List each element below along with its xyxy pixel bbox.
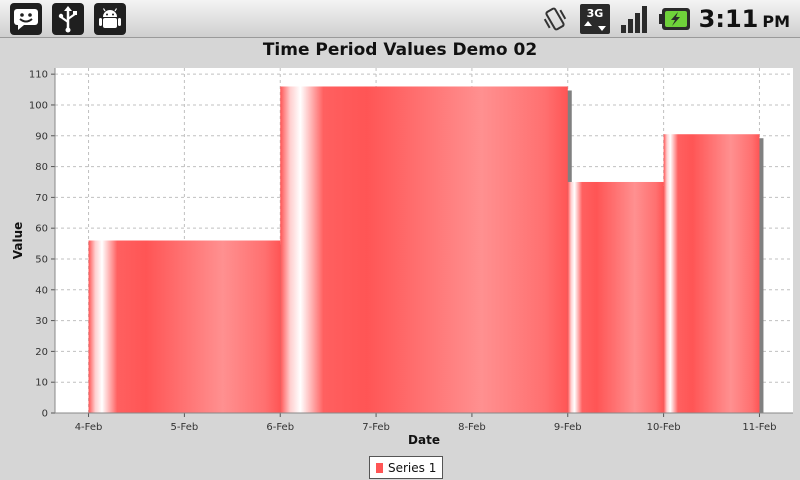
x-tick-label: 10-Feb: [647, 422, 681, 433]
y-tick-label: 50: [35, 254, 48, 265]
status-bar-left: [10, 3, 126, 35]
x-tick-label: 9-Feb: [554, 422, 582, 433]
status-clock: 3:11 PM: [699, 5, 790, 33]
android-debug-icon[interactable]: [94, 3, 126, 35]
bar-2: [280, 86, 568, 413]
x-tick-label: 11-Feb: [742, 422, 776, 433]
bars: [88, 86, 764, 414]
y-tick-label: 90: [35, 131, 48, 142]
clock-ampm: PM: [762, 12, 790, 31]
usb-icon[interactable]: [52, 3, 84, 35]
legend-label-series-1: Series 1: [388, 460, 437, 475]
y-axis-label: Value: [11, 222, 25, 260]
smiley-notification-icon[interactable]: [10, 3, 42, 35]
network-3g-icon: 3G: [579, 3, 611, 35]
legend: Series 1: [369, 456, 444, 479]
y-tick-label: 30: [35, 316, 48, 327]
chart-container: Time Period Values Demo 02 0 10 20 30 40 50 60…: [0, 38, 800, 480]
y-tick-label: 110: [29, 70, 48, 81]
y-tick-label: 0: [42, 409, 48, 420]
status-bar-right: 3G 3:11 PM: [539, 2, 790, 36]
chart-title: Time Period Values Demo 02: [262, 40, 538, 60]
y-tick-label: 20: [35, 347, 48, 358]
bar-1: [88, 240, 281, 413]
x-tick-label: 7-Feb: [362, 422, 390, 433]
x-tick-label: 5-Feb: [171, 422, 199, 433]
y-tick-label: 80: [35, 162, 48, 173]
status-bar: 3G 3:11 PM: [0, 0, 800, 38]
bar-chart: 0 10 20 30 40 50 60 70 80 90 100 110 4-Feb 5-Feb 6-Feb…: [11, 68, 793, 447]
y-tick-label: 10: [35, 378, 48, 389]
y-tick-label: 70: [35, 193, 48, 204]
legend-swatch-series-1: [376, 462, 383, 473]
battery-charging-icon: [658, 3, 691, 35]
axes: 0 10 20 30 40 50 60 70 80 90 100 110 4-Feb 5-Feb 6-Feb…: [29, 68, 793, 433]
signal-strength-icon: [619, 3, 651, 35]
x-tick-label: 6-Feb: [266, 422, 294, 433]
y-tick-label: 40: [35, 285, 48, 296]
bar-4: [663, 134, 760, 414]
x-axis-label: Date: [408, 433, 440, 447]
x-tick-label: 4-Feb: [75, 422, 103, 433]
y-tick-label: 100: [29, 100, 48, 111]
bar-3: [567, 181, 664, 413]
x-tick-label: 8-Feb: [458, 422, 486, 433]
network-type-label: 3G: [586, 7, 603, 20]
vibrate-icon: [539, 3, 571, 35]
y-tick-label: 60: [35, 224, 48, 235]
clock-time: 3:11: [698, 5, 759, 33]
